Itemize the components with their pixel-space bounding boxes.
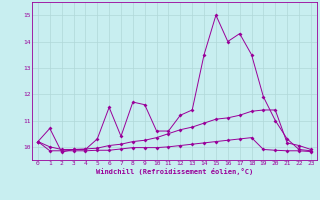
X-axis label: Windchill (Refroidissement éolien,°C): Windchill (Refroidissement éolien,°C) (96, 168, 253, 175)
